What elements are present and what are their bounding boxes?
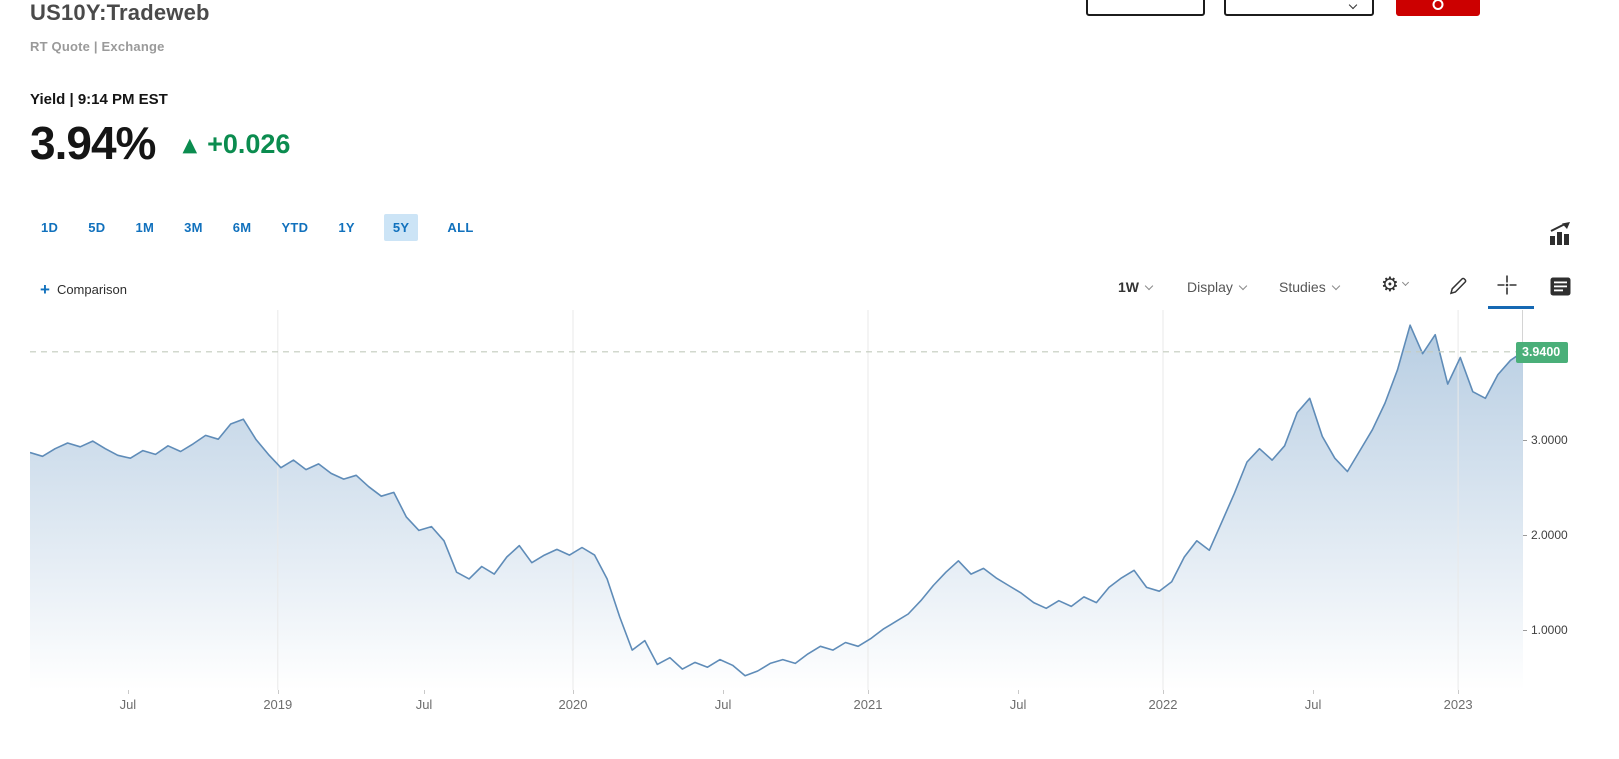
x-axis-label: 2022: [1148, 697, 1178, 712]
y-axis-label: 2.0000: [1523, 528, 1568, 542]
header-live-button[interactable]: [1396, 0, 1480, 16]
yield-chart[interactable]: [30, 310, 1523, 690]
range-tab-1m[interactable]: 1M: [134, 214, 155, 241]
chevron-down-icon: [1331, 281, 1340, 290]
range-tab-ytd[interactable]: YTD: [280, 214, 309, 241]
x-axis-label: Jul: [415, 697, 433, 712]
last-price-badge: 3.9400: [1516, 341, 1569, 363]
x-axis-tickmark: [1163, 690, 1164, 694]
range-tab-5y[interactable]: 5Y: [383, 214, 419, 241]
x-axis-label: 2021: [853, 697, 883, 712]
change-value: +0.026: [207, 128, 291, 159]
interval-label: 1W: [1118, 279, 1139, 295]
x-axis-label: Jul: [1009, 697, 1027, 712]
x-axis-tickmark: [127, 690, 129, 694]
x-axis-tickmark: [573, 690, 574, 694]
chevron-down-icon: [1144, 281, 1154, 290]
list-icon: [1550, 277, 1571, 296]
range-tab-3m[interactable]: 3M: [183, 214, 204, 241]
pencil-icon: [1449, 277, 1467, 295]
yield-chart-svg: [30, 310, 1523, 690]
crosshair-tool-button[interactable]: [1496, 274, 1518, 296]
x-axis: Jul 2019 Jul 2020 Jul 2021 Jul 2022 Jul 2023: [30, 690, 1523, 720]
y-axis: 3.9400 3.0000 2.0000 1.0000: [1516, 310, 1619, 690]
x-axis-label: 2019: [263, 697, 293, 712]
x-axis-tickmark: [723, 690, 725, 694]
settings-gear-button[interactable]: ⚙: [1381, 272, 1409, 296]
events-list-button[interactable]: [1550, 277, 1571, 296]
add-comparison-button[interactable]: + Comparison: [40, 281, 127, 298]
crosshair-icon: [1497, 275, 1517, 295]
range-tab-5d[interactable]: 5D: [87, 214, 106, 241]
draw-tool-button[interactable]: [1448, 276, 1468, 296]
comparison-label: Comparison: [56, 282, 128, 297]
header-outline-button-1[interactable]: [1086, 0, 1205, 16]
y-axis-label: 3.0000: [1523, 433, 1568, 447]
yield-timestamp: Yield | 9:14 PM EST: [30, 91, 168, 108]
display-label: Display: [1187, 279, 1233, 295]
x-axis-tickmark: [1458, 690, 1460, 694]
active-tool-underline: [1488, 306, 1534, 309]
x-axis-label: 2020: [558, 697, 588, 712]
gear-icon: ⚙: [1381, 272, 1399, 296]
range-tab-6m[interactable]: 6M: [232, 214, 253, 241]
interval-dropdown[interactable]: 1W: [1118, 279, 1154, 295]
symbol-title: US10Y:Tradeweb: [30, 0, 210, 25]
x-axis-label: Jul: [1304, 697, 1322, 712]
chevron-down-icon: [1238, 281, 1248, 290]
x-axis-tickmark: [277, 690, 279, 694]
chevron-down-icon: [1401, 278, 1409, 287]
display-dropdown[interactable]: Display: [1187, 279, 1248, 295]
x-axis-label: Jul: [119, 697, 137, 712]
header-outline-button-2[interactable]: [1224, 0, 1374, 16]
x-axis-tickmark: [424, 690, 425, 694]
range-tab-1y[interactable]: 1Y: [337, 214, 356, 241]
range-tab-all[interactable]: ALL: [446, 214, 474, 241]
x-axis-label: 2023: [1443, 697, 1473, 712]
range-tabs: 1D 5D 1M 3M 6M YTD 1Y 5Y ALL: [40, 214, 475, 241]
x-axis-tickmark: [1313, 690, 1315, 694]
quote-meta: RT Quote | Exchange: [30, 39, 165, 54]
studies-label: Studies: [1279, 279, 1326, 295]
studies-dropdown[interactable]: Studies: [1279, 279, 1340, 295]
range-tab-1d[interactable]: 1D: [40, 214, 59, 241]
x-axis-tickmark: [1018, 690, 1020, 694]
price-row: 3.94% ▲ +0.026: [30, 116, 290, 170]
current-yield-value: 3.94%: [30, 117, 156, 169]
y-axis-label: 1.0000: [1523, 623, 1568, 637]
x-axis-label: Jul: [714, 697, 732, 712]
chevron-down-icon: [1348, 0, 1358, 10]
advanced-chart-icon[interactable]: [1548, 221, 1574, 252]
up-triangle-icon: ▲: [182, 134, 198, 156]
record-circle-icon: [1432, 0, 1444, 10]
plus-icon: +: [40, 280, 50, 299]
x-axis-tickmark: [868, 690, 869, 694]
